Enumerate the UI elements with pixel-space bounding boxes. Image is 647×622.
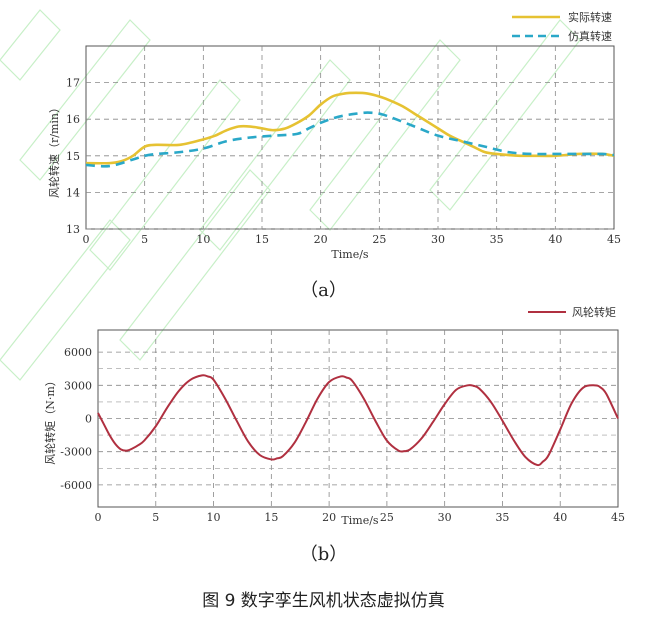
speed-chart: 13 14 15 16 17 0 5 10 15 20 25 30 35 40 45 Time/s 风轮转…	[47, 10, 622, 261]
plot-frame	[85, 45, 615, 230]
x-tick-label: 25	[372, 233, 386, 246]
x-tick-label: 40	[548, 233, 562, 246]
series-group	[85, 91, 615, 168]
x-tick-label: 35	[495, 511, 509, 524]
x-tick-label: 20	[322, 511, 336, 524]
x-tick-label: 10	[207, 511, 221, 524]
torque-chart: 6000 3000 0 -3000 -6000 0 5 10 15 20 25 30 35 40 45 T…	[43, 305, 626, 527]
x-tick-label: 45	[607, 233, 621, 246]
x-tick-label: 30	[431, 233, 445, 246]
y-axis-label: 风轮转矩（N·m）	[43, 375, 57, 465]
x-tick-label: 30	[438, 511, 452, 524]
y-tick-label: 17	[66, 77, 80, 90]
x-tick-label: 0	[83, 233, 90, 246]
subcaption-a: （a）	[300, 280, 347, 301]
x-tick-label: 15	[255, 233, 269, 246]
legend-label-sim: 仿真转速	[568, 29, 612, 43]
series-line-1	[97, 374, 619, 467]
series-line-2	[85, 111, 615, 168]
x-tick-label: 25	[380, 511, 394, 524]
subcaption-b: （b）	[299, 544, 348, 565]
grid-b	[98, 330, 618, 507]
y-tick-label: -3000	[60, 446, 92, 459]
legend-label-actual: 实际转速	[568, 10, 612, 24]
x-tick-labels: 0 5 10 15 20 25 30 35 40 45	[83, 233, 622, 246]
x-tick-label: 15	[264, 511, 278, 524]
y-tick-label: 14	[66, 186, 80, 199]
x-tick-label: 5	[152, 511, 159, 524]
legend: 实际转速 仿真转速	[512, 10, 612, 43]
x-axis-label: Time/s	[331, 248, 369, 261]
x-tick-label: 5	[141, 233, 148, 246]
x-tick-label: 10	[196, 233, 210, 246]
x-tick-label: 20	[314, 233, 328, 246]
x-tick-label: 35	[490, 233, 504, 246]
y-tick-labels: 13 14 15 16 17	[66, 77, 80, 236]
y-tick-label: 13	[66, 223, 80, 236]
y-tick-label: 0	[85, 413, 92, 426]
y-tick-label: -6000	[60, 479, 92, 492]
y-tick-label: 15	[66, 150, 80, 163]
figure-caption: 图 9 数字孪生风机状态虚拟仿真	[202, 591, 445, 611]
legend: 风轮转矩	[528, 305, 616, 319]
y-axis-label: 风轮转速（r/min）	[47, 102, 61, 198]
grid-a	[86, 46, 614, 230]
series-line-1	[85, 91, 615, 165]
y-tick-label: 16	[66, 113, 80, 126]
x-tick-label: 0	[95, 511, 102, 524]
legend-label-torque: 风轮转矩	[572, 305, 616, 319]
y-tick-label: 3000	[64, 379, 92, 392]
y-tick-labels: 6000 3000 0 -3000 -6000	[60, 346, 92, 492]
x-tick-label: 40	[553, 511, 567, 524]
x-tick-label: 45	[611, 511, 625, 524]
x-tick-labels: 0 5 10 15 20 25 30 35 40 45	[95, 511, 626, 524]
y-tick-label: 6000	[64, 346, 92, 359]
series-group	[97, 374, 619, 467]
x-axis-label: Time/s	[341, 514, 379, 527]
